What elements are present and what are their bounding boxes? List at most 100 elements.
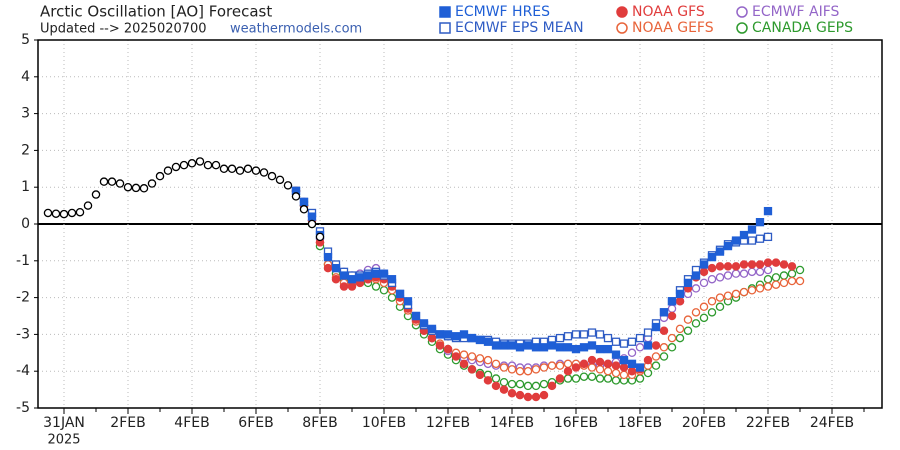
circle-marker — [499, 385, 509, 394]
circle-marker — [467, 365, 477, 374]
circle-marker — [763, 282, 773, 291]
y-tick-label: -2 — [16, 290, 30, 306]
x-tick-label: 14FEB — [490, 415, 534, 431]
square-marker — [667, 297, 677, 306]
y-tick-label: 2 — [21, 142, 30, 158]
circle-marker — [555, 374, 565, 383]
circle-marker — [755, 267, 765, 277]
circle-marker — [715, 293, 725, 302]
circle-marker — [491, 381, 501, 391]
circle-marker — [539, 379, 549, 389]
circle-marker — [611, 361, 621, 370]
circle-marker — [795, 276, 805, 286]
circle-marker — [115, 179, 125, 188]
circle-marker — [779, 260, 789, 269]
x-tick-label: 2FEB — [110, 415, 145, 431]
y-tick-label: -5 — [16, 400, 30, 416]
circle-marker — [179, 160, 189, 170]
circle-marker — [787, 262, 797, 271]
circle-marker — [707, 308, 717, 317]
circle-marker — [579, 372, 589, 381]
circle-marker — [547, 381, 557, 391]
square-marker — [435, 330, 445, 339]
square-marker — [611, 350, 621, 359]
circle-marker — [491, 374, 501, 383]
circle-marker — [683, 326, 693, 335]
circle-marker — [667, 311, 677, 321]
circle-marker — [571, 374, 581, 383]
square-marker — [323, 252, 333, 262]
circle-marker — [323, 263, 333, 273]
square-marker — [371, 269, 381, 278]
x-tick-label: 22FEB — [746, 415, 790, 431]
circle-marker — [691, 308, 701, 317]
square-marker — [475, 335, 485, 345]
circle-marker — [371, 282, 381, 291]
circle-marker — [523, 366, 533, 376]
circle-marker — [611, 368, 621, 378]
square-marker — [763, 206, 773, 216]
circle-marker — [139, 184, 149, 193]
circle-marker — [707, 274, 717, 284]
circle-marker — [659, 343, 669, 352]
circle-marker — [643, 368, 653, 378]
square-marker — [531, 343, 541, 352]
square-marker — [587, 328, 597, 337]
plot-frame — [37, 39, 883, 409]
square-marker — [363, 271, 373, 280]
circle-marker — [691, 319, 701, 328]
circle-marker — [635, 374, 645, 383]
square-marker — [579, 343, 589, 352]
circle-marker — [131, 183, 141, 193]
square-marker — [699, 260, 709, 269]
circle-marker — [123, 182, 133, 192]
circle-marker — [651, 352, 661, 361]
circle-marker — [267, 171, 277, 181]
circle-marker — [731, 262, 741, 271]
circle-marker — [291, 192, 301, 201]
square-marker — [659, 308, 669, 317]
x-tick-label: 24FEB — [810, 415, 854, 431]
circle-marker — [515, 379, 525, 389]
circle-marker — [603, 366, 613, 376]
square-marker — [571, 330, 581, 339]
circle-marker — [683, 315, 693, 324]
circle-marker — [771, 258, 781, 267]
circle-marker — [467, 352, 477, 361]
circle-marker — [515, 366, 525, 376]
circle-marker — [499, 363, 509, 372]
chart-subtitle: Updated --> 2025020700 — [40, 22, 207, 37]
circle-marker — [715, 262, 725, 271]
circle-marker — [299, 205, 309, 214]
circle-marker — [659, 352, 669, 361]
circle-marker — [147, 179, 157, 188]
circle-marker — [507, 389, 517, 398]
chart-title: Arctic Oscillation [AO] Forecast — [40, 3, 272, 21]
circle-marker — [155, 171, 165, 181]
circle-marker — [699, 313, 709, 323]
square-marker — [755, 218, 765, 227]
square-marker — [635, 363, 645, 372]
circle-marker — [491, 359, 501, 369]
circle-marker — [555, 361, 565, 370]
circle-marker — [619, 370, 629, 380]
circle-marker — [651, 341, 661, 350]
y-tick-label: -3 — [16, 326, 30, 342]
circle-marker — [699, 302, 709, 312]
square-marker — [427, 324, 437, 334]
circle-marker — [187, 159, 197, 168]
circle-marker — [499, 377, 509, 387]
square-marker — [723, 241, 733, 251]
circle-marker — [195, 157, 205, 166]
legend-label: NOAA GFS — [632, 4, 705, 20]
square-marker — [595, 330, 605, 339]
circle-marker — [763, 274, 773, 284]
y-tick-label: 1 — [21, 179, 30, 195]
circle-marker — [539, 390, 549, 400]
square-marker — [595, 344, 605, 354]
circle-marker — [435, 341, 445, 350]
square-marker — [403, 297, 413, 306]
circle-marker — [259, 168, 269, 177]
legend-label: ECMWF EPS MEAN — [455, 20, 584, 36]
